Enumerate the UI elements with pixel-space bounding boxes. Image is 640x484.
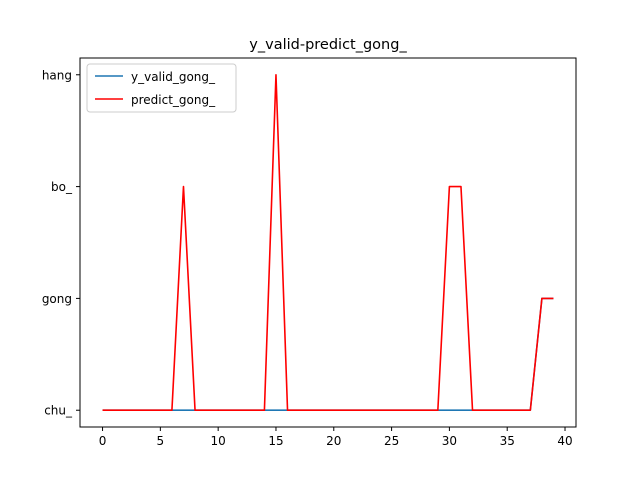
x-tick-label: 15 bbox=[268, 434, 283, 448]
y-tick-label: hang bbox=[42, 68, 72, 82]
x-axis: 0 5 10 15 20 25 30 35 40 bbox=[99, 427, 573, 448]
legend-label-y-valid: y_valid_gong_ bbox=[131, 70, 216, 84]
legend: y_valid_gong_ predict_gong_ bbox=[86, 63, 237, 113]
legend-label-predict: predict_gong_ bbox=[131, 93, 216, 107]
chart-title: y_valid-predict_gong_ bbox=[249, 37, 407, 53]
series-line-1 bbox=[102, 73, 554, 412]
y-tick-label: chu_ bbox=[44, 404, 73, 418]
y-tick-label: gong bbox=[42, 292, 72, 306]
x-tick-label: 25 bbox=[384, 434, 399, 448]
legend-box bbox=[86, 63, 237, 113]
x-tick-label: 20 bbox=[326, 434, 341, 448]
x-tick-label: 5 bbox=[157, 434, 165, 448]
y-axis: chu_ gong bo_ hang bbox=[42, 68, 80, 418]
series-layer bbox=[102, 73, 554, 412]
x-tick-label: 0 bbox=[99, 434, 107, 448]
plot-area bbox=[79, 57, 577, 428]
x-tick-label: 35 bbox=[500, 434, 515, 448]
x-tick-label: 30 bbox=[442, 434, 457, 448]
series-line-0 bbox=[102, 297, 554, 412]
x-tick-label: 40 bbox=[557, 434, 572, 448]
y-tick-label: bo_ bbox=[51, 180, 73, 194]
x-tick-label: 10 bbox=[211, 434, 226, 448]
